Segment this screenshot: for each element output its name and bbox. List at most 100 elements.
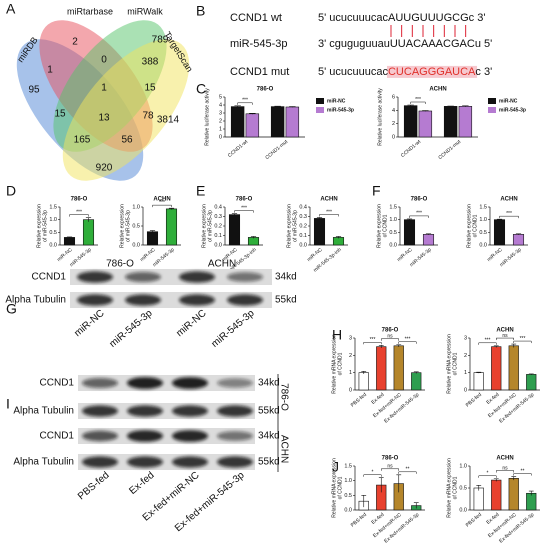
- significance: ns: [502, 465, 508, 471]
- bar: [508, 478, 519, 511]
- significance: ***: [241, 205, 247, 211]
- error-bar: [249, 113, 256, 115]
- error-bar: [476, 371, 482, 374]
- legend-label: miR-NC: [499, 98, 518, 104]
- band: [127, 430, 163, 442]
- significance-bracket: [319, 214, 339, 217]
- significance-bracket: [478, 342, 497, 345]
- chart-title: ACHN: [496, 328, 513, 334]
- count: 1: [101, 83, 107, 94]
- significance-bracket: [381, 338, 399, 341]
- count: 2: [72, 37, 78, 48]
- y-tick-label: 0: [392, 134, 395, 140]
- legend-swatch: [488, 107, 496, 113]
- y-tick-label: 0.5: [344, 493, 352, 499]
- y-axis-label: Relative mRNA expression: [331, 458, 337, 518]
- chart-title: 786-O: [236, 197, 253, 203]
- chart-title: ACHN: [320, 197, 337, 203]
- legend-swatch: [488, 98, 496, 104]
- band: [227, 272, 263, 282]
- error-bar: [476, 485, 482, 491]
- y-tick-label: 4: [219, 102, 222, 108]
- y-axis-label: of CCND1: [337, 352, 343, 375]
- blot-strip: [78, 403, 255, 419]
- y-tick-label: 0.1: [299, 233, 307, 239]
- x-tick-label: CCND1-mut: [437, 139, 462, 161]
- chart-title: ACHN: [429, 87, 446, 93]
- y-axis-label: of CCND1: [472, 214, 478, 237]
- error-bar: [528, 490, 534, 496]
- y-axis-label: of miR-545-3p: [125, 210, 131, 242]
- y-axis-label: Relative mRNA expression: [446, 334, 452, 394]
- error-bar: [234, 105, 241, 108]
- legend-label: miR-545-3p: [499, 107, 526, 113]
- blot-strip: [78, 454, 255, 470]
- y-tick-label: 0.0: [214, 242, 222, 248]
- panel-label: J: [332, 459, 339, 475]
- bar: [526, 374, 537, 391]
- count: 789: [152, 35, 169, 46]
- y-tick-label: 1: [464, 370, 467, 376]
- significance-bracket: [363, 342, 382, 345]
- significance-bracket: [152, 204, 172, 208]
- bar: [526, 492, 537, 511]
- y-tick-label: 1.0: [479, 217, 487, 223]
- y-tick-label: 0.5: [389, 230, 397, 236]
- legend-swatch: [316, 107, 324, 113]
- significance-bracket: [237, 102, 253, 105]
- row-label: Alpha Tubulin: [5, 295, 66, 306]
- size-label: 34kd: [275, 272, 297, 283]
- bar: [458, 106, 473, 138]
- y-tick-label: 4: [392, 108, 395, 114]
- band: [227, 294, 263, 306]
- error-bar: [425, 233, 432, 235]
- chart-title: ACHN: [153, 197, 170, 203]
- size-label: 55kd: [258, 457, 280, 468]
- bar: [473, 372, 484, 391]
- chart-title: 786-O: [71, 197, 88, 203]
- y-tick-label: 1.5: [389, 204, 397, 210]
- significance: ns: [387, 334, 393, 340]
- y-tick-label: 0.0: [49, 242, 57, 248]
- band: [77, 294, 113, 306]
- band: [82, 378, 118, 388]
- count: 920: [96, 163, 113, 174]
- error-bar: [274, 105, 281, 107]
- bar: [491, 346, 502, 391]
- cell-label: 786-O: [106, 259, 134, 270]
- blot-strip: [78, 375, 255, 391]
- x-tick-label: PBS-fed: [465, 392, 483, 409]
- band: [77, 271, 113, 283]
- error-bar: [462, 105, 469, 107]
- row-label: CCND1: [40, 431, 75, 442]
- error-bar: [231, 213, 238, 216]
- error-bar: [496, 218, 503, 221]
- band: [217, 405, 253, 417]
- venn: [16, 20, 190, 181]
- x-tick-label: Ex-fed: [370, 392, 385, 406]
- error-bar: [396, 474, 402, 493]
- error-bar: [413, 502, 419, 509]
- y-tick-label: 0.0: [479, 242, 487, 248]
- y-tick-label: 0.5: [49, 230, 57, 236]
- set-label: miRWalk: [127, 6, 163, 16]
- significance-bracket: [499, 215, 519, 219]
- bar: [82, 219, 95, 246]
- significance: ***: [159, 200, 165, 206]
- count: 165: [74, 135, 91, 146]
- significance-bracket: [478, 475, 497, 478]
- count: 56: [121, 135, 133, 146]
- row-label: Alpha Tubulin: [13, 457, 74, 468]
- seq-prefix: 5' ucucuuucac: [318, 66, 388, 78]
- error-bar: [85, 217, 92, 222]
- count: 388: [142, 57, 159, 68]
- bar: [358, 372, 369, 391]
- significance: ***: [370, 337, 376, 343]
- chart-title: 786-O: [382, 456, 399, 462]
- y-tick-label: 5: [219, 94, 222, 100]
- y-tick-label: 3: [219, 110, 222, 116]
- count: 95: [28, 85, 40, 96]
- y-tick-label: 0.3: [214, 214, 222, 220]
- panel-label: C: [196, 81, 206, 97]
- lane-label: miR-NC: [174, 308, 208, 339]
